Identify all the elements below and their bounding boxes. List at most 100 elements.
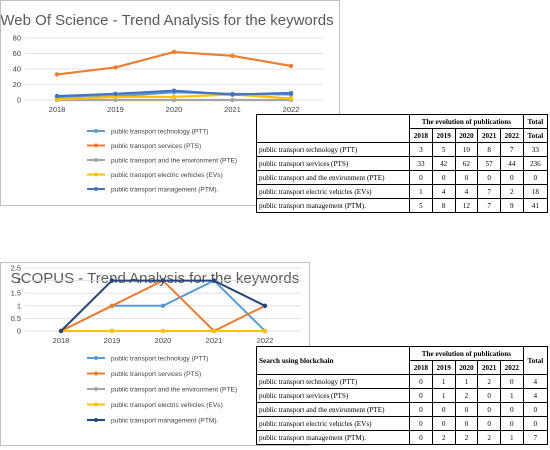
table-cell: 57 — [477, 156, 501, 171]
series-point-1 — [230, 53, 235, 59]
scopus-chart-title: SCOPUS - Trend Analysis for the keywords — [11, 270, 299, 287]
table-year-header: 2021 — [477, 128, 501, 143]
x-tick-label: 2022 — [257, 336, 274, 345]
table-row: public transport electric vehicles (EVs)… — [255, 184, 549, 199]
table-row: public transport technology (PTT) 0 1 1 … — [255, 374, 549, 389]
table-cell: 62 — [454, 156, 479, 171]
x-tick-label: 2021 — [224, 105, 241, 114]
table-year-header: 2020 — [454, 128, 479, 143]
table-cell: 0 — [454, 416, 479, 431]
series-point-4 — [171, 88, 177, 93]
table-corner-cell — [255, 114, 411, 143]
x-tick-label: 2020 — [155, 336, 172, 345]
legend-marker-0 — [94, 129, 98, 133]
table-year-header: 2022 — [499, 360, 524, 375]
table-cell: 2 — [477, 430, 501, 445]
legend-marker-2 — [94, 387, 98, 391]
table-cell: 0 — [499, 374, 524, 389]
y-tick-label: 1 — [17, 301, 21, 310]
row-label: public transport management (PTM). — [255, 430, 411, 445]
table-cell: 0 — [477, 416, 501, 431]
table-total-cell: 0 — [522, 402, 549, 417]
table-total-cell: 18 — [522, 184, 549, 199]
table-cell: 0 — [454, 402, 479, 417]
x-tick-label: 2018 — [49, 105, 66, 114]
series-point-1 — [109, 303, 115, 308]
legend-marker-1 — [94, 371, 98, 376]
row-label: public transport and the environment (PT… — [255, 402, 411, 417]
table-row: public transport management (PTM). 0 2 2… — [255, 430, 549, 445]
y-tick-label: 60 — [13, 49, 21, 58]
table-cell: 8 — [477, 142, 501, 157]
scopus-publications-table: Search using blockchain The evolution of… — [255, 346, 549, 445]
legend-label: public transport electric vehicles (EVs) — [111, 402, 223, 409]
series-point-4 — [262, 303, 268, 308]
y-tick-label: 20 — [13, 80, 21, 89]
table-total-header: Total — [522, 114, 549, 129]
table-year-header: 2020 — [454, 360, 479, 375]
table-corner-cell: Search using blockchain — [255, 346, 411, 375]
table-cell: 10 — [454, 142, 479, 157]
table-total-cell: 4 — [522, 374, 549, 389]
y-tick-label: 2.5 — [11, 264, 21, 273]
table-cell: 7 — [477, 184, 501, 199]
y-tick-label: 1.5 — [11, 289, 21, 298]
table-total-cell: 0 — [522, 170, 549, 185]
y-tick-label: 0.5 — [11, 314, 21, 323]
table-total-header: Total — [522, 346, 549, 375]
table-total-cell: 236 — [522, 156, 549, 171]
legend-marker-4 — [94, 418, 98, 422]
legend-label: public transport services (PTS) — [111, 143, 201, 150]
table-cell: 4 — [454, 184, 479, 199]
series-point-4 — [58, 328, 64, 334]
legend-marker-3 — [94, 172, 98, 177]
table-cell: 0 — [409, 374, 433, 389]
table-cell: 7 — [499, 142, 524, 157]
table-cell: 4 — [431, 184, 456, 199]
series-point-4 — [113, 91, 118, 97]
table-cell: 1 — [499, 430, 524, 445]
legend-label: public transport management (PTM). — [111, 186, 219, 193]
series-point-3 — [54, 97, 60, 102]
legend-marker-4 — [94, 187, 98, 191]
table-year-header: 2021 — [477, 360, 501, 375]
table-row: public transport services (PTS) 0 1 2 0 … — [255, 388, 549, 403]
y-tick-label: 80 — [13, 34, 21, 43]
table-cell: 0 — [409, 402, 433, 417]
table-cell: 44 — [499, 156, 524, 171]
x-tick-label: 2022 — [283, 105, 300, 114]
legend-marker-2 — [94, 158, 98, 162]
table-cell: 1 — [431, 374, 456, 389]
table-group-header: The evolution of publications — [409, 114, 524, 129]
x-tick-label: 2020 — [166, 105, 183, 114]
series-point-4 — [288, 90, 294, 96]
row-label: public transport and the environment (PT… — [255, 170, 411, 185]
table-cell: 1 — [499, 388, 524, 403]
table-cell: 42 — [431, 156, 456, 171]
series-point-4 — [230, 92, 235, 97]
table-cell: 8 — [431, 198, 456, 213]
row-label: public transport electric vehicles (EVs) — [255, 416, 411, 431]
legend-label: public transport and the environment (PT… — [111, 157, 237, 164]
table-cell: 5 — [409, 198, 433, 213]
table-total-cell: 0 — [522, 416, 549, 431]
table-row: public transport and the environment (PT… — [255, 402, 549, 417]
legend-marker-3 — [94, 402, 98, 407]
row-label: public transport electric vehicles (EVs) — [255, 184, 411, 199]
wos-publications-table: The evolution of publications Total 2018… — [255, 114, 549, 213]
x-tick-label: 2019 — [107, 105, 124, 114]
wos-line-chart: Web Of Science - Trend Analysis for the … — [0, 12, 334, 193]
table-cell: 0 — [499, 170, 524, 185]
series-point-1 — [171, 49, 177, 55]
legend-label: public transport technology (PTT) — [111, 355, 208, 362]
series-point-4 — [54, 93, 60, 99]
wos-chart-title: Web Of Science - Trend Analysis for the … — [1, 12, 334, 29]
table-cell: 7 — [477, 198, 501, 213]
table-total-cell: 33 — [522, 142, 549, 157]
table-cell: 0 — [477, 402, 501, 417]
table-cell: 5 — [431, 142, 456, 157]
table-cell: 0 — [409, 430, 433, 445]
y-tick-label: 0 — [17, 327, 21, 336]
table-cell: 0 — [431, 402, 456, 417]
table-cell: 0 — [431, 170, 456, 185]
